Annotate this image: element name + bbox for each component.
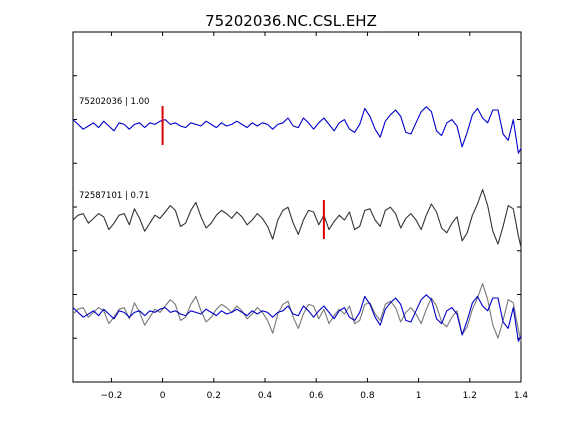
x-tick-label: 0 (160, 391, 166, 401)
overlay-panel (72, 283, 522, 342)
x-tick-label: −0.2 (100, 391, 122, 401)
x-tick-label: 1.4 (514, 391, 529, 401)
x-tick-label: 1 (416, 391, 422, 401)
overlay-waveform-line (72, 283, 522, 342)
trace-panels: 75202036 | 1.00 72587101 | 0.71 (72, 97, 522, 342)
x-tick-label: 0.6 (309, 391, 324, 401)
waveform-line (72, 189, 522, 248)
chart-title: 75202036.NC.CSL.EHZ (205, 12, 377, 30)
x-tick-label: 0.4 (258, 391, 273, 401)
x-tick-label: 0.2 (207, 391, 221, 401)
waveform-line (72, 106, 522, 154)
plot-area-frame (72, 31, 522, 383)
x-tick-label: 1.2 (463, 391, 477, 401)
trace-label: 72587101 | 0.71 (79, 191, 149, 201)
x-tick-label: 0.8 (360, 391, 375, 401)
trace-panel: 72587101 | 0.71 (72, 189, 522, 248)
trace-label: 75202036 | 1.00 (79, 97, 149, 107)
trace-panel: 75202036 | 1.00 (72, 97, 522, 154)
x-axis: −0.2 0 0.2 0.4 0.6 0.8 1 1.2 1.4 (100, 32, 528, 401)
overlay-master-waveform-line (72, 294, 522, 342)
